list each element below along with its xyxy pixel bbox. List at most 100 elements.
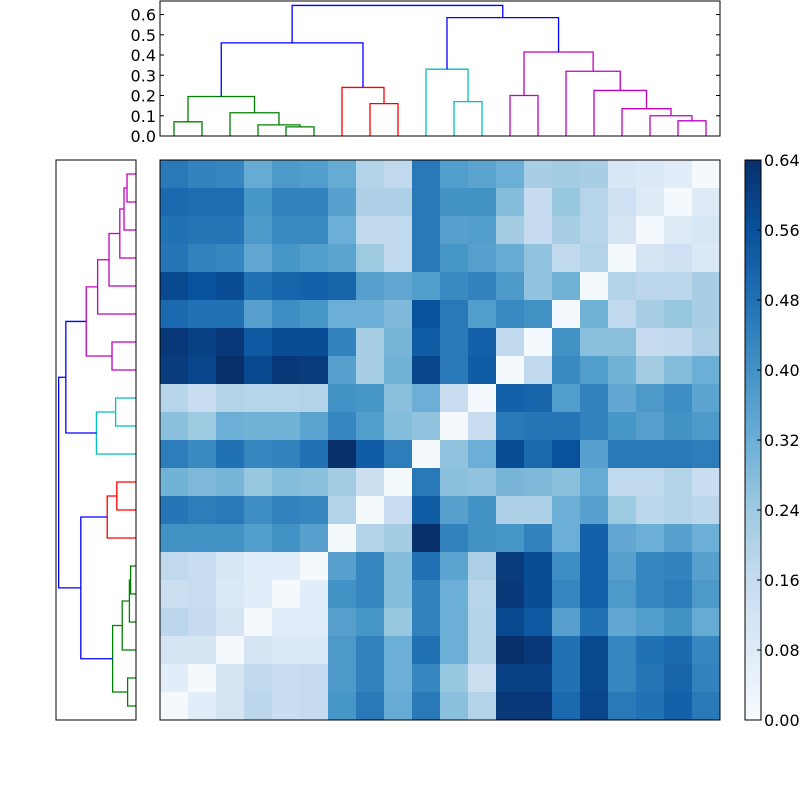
heatmap-cell (216, 552, 245, 581)
heatmap-cell (328, 188, 357, 217)
heatmap-cell (216, 272, 245, 301)
heatmap-cell (272, 384, 301, 413)
heatmap-cell (188, 384, 217, 413)
heatmap-cell (384, 160, 413, 189)
heatmap-cell (440, 664, 469, 693)
heatmap-cell (300, 356, 329, 385)
heatmap-cell (468, 216, 497, 245)
heatmap-cell (412, 160, 441, 189)
heatmap-cell (272, 160, 301, 189)
heatmap-cell (356, 412, 385, 441)
heatmap-cell (524, 440, 553, 469)
heatmap-cell (356, 468, 385, 497)
dendrogram-link (116, 481, 136, 511)
heatmap-cell (188, 216, 217, 245)
heatmap-cell (496, 300, 525, 329)
heatmap-cell (552, 216, 581, 245)
heatmap-cell (664, 160, 693, 189)
heatmap-cell (580, 664, 609, 693)
dendrogram-link (425, 68, 469, 136)
heatmap-cell (664, 552, 693, 581)
heatmap-cell (328, 468, 357, 497)
heatmap-cell (692, 216, 721, 245)
heatmap-cell (664, 412, 693, 441)
heatmap-cell (300, 440, 329, 469)
heatmap-cell (664, 328, 693, 357)
heatmap-cell (440, 524, 469, 553)
y-tick-label: 0.4 (131, 46, 156, 65)
heatmap-cell (188, 524, 217, 553)
colorbar-tick-label: 0.16 (764, 571, 800, 590)
heatmap-cell (272, 356, 301, 385)
heatmap-cell (244, 636, 273, 665)
heatmap-cell (244, 468, 273, 497)
heatmap-cell (188, 356, 217, 385)
heatmap-cell (440, 440, 469, 469)
heatmap-cell (188, 636, 217, 665)
heatmap-cell (524, 300, 553, 329)
heatmap-cell (608, 328, 637, 357)
heatmap-cell (664, 664, 693, 693)
heatmap-cell (160, 384, 189, 413)
heatmap-cell (244, 496, 273, 525)
heatmap-cell (356, 160, 385, 189)
heatmap-cell (356, 216, 385, 245)
heatmap-cell (356, 636, 385, 665)
heatmap-cell (272, 216, 301, 245)
heatmap-cell (356, 440, 385, 469)
heatmap-cell (300, 636, 329, 665)
dendrogram-link (96, 259, 136, 315)
colorbar-tick-label: 0.40 (764, 361, 800, 380)
heatmap-cell (160, 412, 189, 441)
heatmap-cell (496, 160, 525, 189)
heatmap-cell (468, 440, 497, 469)
heatmap-cell (412, 328, 441, 357)
heatmap-cell (468, 384, 497, 413)
column-dendrogram: 0.00.10.2 0.30.40.50.6 (131, 0, 721, 146)
heatmap-cell (524, 384, 553, 413)
heatmap-cell (692, 692, 721, 721)
heatmap-cell (440, 356, 469, 385)
heatmap-cell (636, 272, 665, 301)
heatmap-cell (468, 356, 497, 385)
heatmap-cell (608, 244, 637, 273)
dendrogram-link (85, 286, 113, 357)
heatmap-cell (160, 468, 189, 497)
heatmap-cell (244, 692, 273, 721)
heatmap-cell (636, 188, 665, 217)
heatmap-cell (216, 664, 245, 693)
heatmap-cell (524, 216, 553, 245)
heatmap-cell (244, 580, 273, 609)
heatmap-cell (244, 244, 273, 273)
heatmap-cell (160, 608, 189, 637)
heatmap-cell (552, 356, 581, 385)
heatmap-cell (188, 300, 217, 329)
heatmap-cell (636, 496, 665, 525)
heatmap-cell (356, 244, 385, 273)
heatmap-cell (160, 580, 189, 609)
heatmap-cell (524, 188, 553, 217)
dendrogram-link (129, 565, 136, 595)
y-tick-label: 0.2 (131, 87, 156, 106)
dendrogram-link (114, 397, 136, 427)
heatmap-cell (552, 188, 581, 217)
heatmap-cell (356, 300, 385, 329)
heatmap-cell (160, 356, 189, 385)
dendrogram-link (106, 495, 136, 539)
heatmap-cell (608, 216, 637, 245)
heatmap-cell (580, 160, 609, 189)
heatmap-cell (524, 524, 553, 553)
heatmap-cell (636, 692, 665, 721)
heatmap-cell (608, 692, 637, 721)
heatmap-cell (496, 580, 525, 609)
heatmap-cell (664, 356, 693, 385)
heatmap-cell (692, 384, 721, 413)
heatmap-cell (356, 580, 385, 609)
heatmap-cell (580, 356, 609, 385)
heatmap-cell (216, 384, 245, 413)
heatmap-cell (384, 300, 413, 329)
heatmap-cell (524, 636, 553, 665)
dendrogram-link (649, 115, 693, 136)
heatmap-cell (692, 468, 721, 497)
